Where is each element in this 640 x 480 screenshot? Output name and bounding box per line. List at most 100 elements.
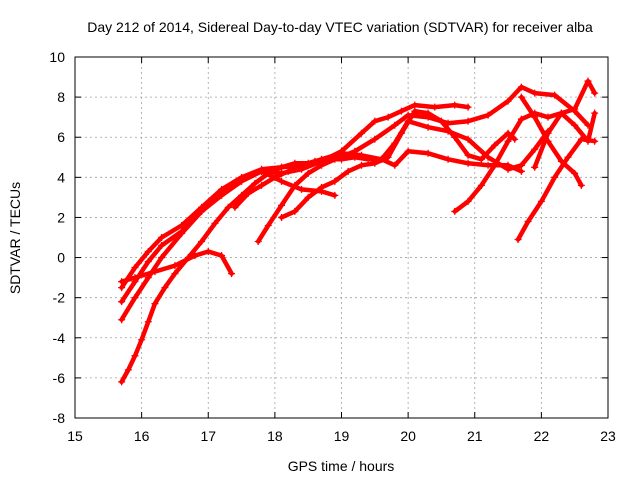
data-point [151,300,159,308]
data-point [391,121,399,129]
series-layer [118,77,599,386]
data-point [504,165,512,173]
data-point [118,284,126,292]
series-line [119,161,311,385]
data-point [271,173,279,181]
y-tick-label: -4 [53,330,66,346]
data-point [551,91,559,99]
data-point [564,153,572,161]
data-point [144,258,152,266]
series-satellite-10 [514,135,599,244]
y-axis-title: SDTVAR / TECUs [7,182,23,294]
data-point [444,155,452,163]
data-point [224,203,232,211]
data-point [254,238,262,246]
data-point [464,135,472,143]
series-line [452,78,597,214]
data-point [464,103,472,111]
data-point [131,264,139,272]
data-point [304,169,312,177]
data-point [278,213,286,221]
data-point [404,147,412,155]
data-point [491,161,499,169]
data-point [357,129,365,137]
data-point [571,169,579,177]
y-tick-label: -2 [53,290,66,306]
data-point [557,157,565,165]
data-point [264,169,272,177]
x-tick-label: 23 [600,428,616,444]
data-point [424,149,432,157]
data-point [124,366,132,374]
y-tick-label: 2 [57,209,65,225]
data-point [451,101,459,109]
series-satellite-5 [118,159,312,386]
data-point [231,203,239,211]
data-point [291,207,299,215]
data-point [484,111,492,119]
data-point [584,137,592,145]
data-point [331,177,339,185]
data-point [437,117,445,125]
y-tick-label: 6 [57,129,65,145]
data-point [218,191,226,199]
data-point [118,298,126,306]
data-point [218,252,226,260]
x-tick-label: 21 [467,428,483,444]
data-point [351,153,359,161]
data-point [298,161,306,169]
data-point [351,147,359,155]
data-point [557,109,565,117]
data-point [211,219,219,227]
data-point [517,93,525,101]
data-point [464,159,472,167]
data-point [464,197,472,205]
series-satellite-2 [118,101,472,306]
data-point [131,352,139,360]
data-point [251,179,259,187]
data-point [424,123,432,131]
data-point [517,167,525,175]
data-point [511,135,519,143]
data-point [591,89,599,97]
data-point [477,181,485,189]
chart-title: Day 212 of 2014, Sidereal Day-to-day VTE… [87,19,593,35]
tick-layer: 15 16 17 18 19 20 21 22 23 -8 -6 -4 -2 0 2 4 6 8 10 [49,49,616,444]
data-point [514,236,522,244]
data-point [504,97,512,105]
data-point [544,113,552,121]
data-point [278,163,286,171]
data-point [258,167,266,175]
data-point [577,181,585,189]
data-point [411,107,419,115]
data-point [517,115,525,123]
data-point [184,254,192,262]
x-tick-label: 20 [400,428,416,444]
data-point [131,294,139,302]
series-satellite-12 [517,93,585,189]
data-point [284,167,292,175]
data-point [571,105,579,113]
data-point [531,113,539,121]
data-point [371,159,379,167]
y-tick-label: 10 [49,49,65,65]
data-point [311,157,319,165]
data-point [371,117,379,125]
data-point [544,137,552,145]
data-point [278,201,286,209]
x-tick-label: 17 [200,428,216,444]
data-point [178,229,186,237]
data-point [357,161,365,169]
data-point [551,173,559,181]
y-tick-label: 4 [57,169,65,185]
data-point [178,221,186,229]
series-line [519,94,584,188]
data-point [318,161,326,169]
data-point [451,207,459,215]
data-point [198,238,206,246]
data-point [331,155,339,163]
data-point [531,145,539,153]
data-point [161,284,169,292]
data-point [171,270,179,278]
